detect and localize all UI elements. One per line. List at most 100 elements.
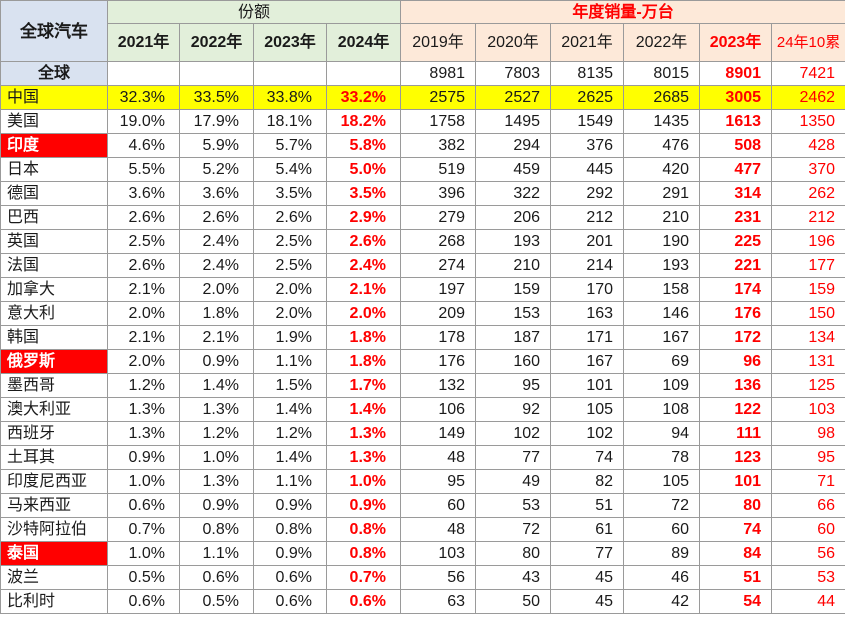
share-cell: 1.1%: [253, 469, 327, 494]
sales-cell: 476: [623, 133, 701, 158]
world-row: 全球 8981 7803 8135 8015 8901 7421: [0, 61, 845, 86]
sales-cell-2023: 314: [699, 181, 773, 206]
share-cell: 5.7%: [253, 133, 327, 158]
share-year-header: 2022年: [179, 23, 254, 62]
sales-cell: 102: [475, 421, 552, 446]
share-year-header: 2023年: [253, 23, 327, 62]
sales-cell: 459: [475, 157, 552, 182]
sales-cell-ytd: 7421: [771, 61, 845, 86]
sales-cell-2023: 51: [699, 565, 773, 590]
country-name: 日本: [0, 157, 108, 182]
table-row: 泰国 1.0% 1.1% 0.9% 0.8% 103 80 77 89 84 56: [0, 541, 845, 566]
sales-cell: 197: [400, 277, 477, 302]
share-cell: 0.6%: [253, 565, 327, 590]
sales-cell-ytd: 103: [771, 397, 845, 422]
table-row: 印度尼西亚 1.0% 1.3% 1.1% 1.0% 95 49 82 105 101 71: [0, 469, 845, 494]
sales-cell: 159: [475, 277, 552, 302]
share-cell: 1.3%: [179, 397, 254, 422]
sales-cell: 51: [550, 493, 625, 518]
share-cell: 19.0%: [107, 109, 180, 134]
sales-cell-ytd: 56: [771, 541, 845, 566]
country-name: 英国: [0, 229, 108, 254]
sales-cell-2023: 231: [699, 205, 773, 230]
sales-cell: 163: [550, 301, 625, 326]
sales-cell-ytd: 159: [771, 277, 845, 302]
sales-cell: 132: [400, 373, 477, 398]
sales-cell: 376: [550, 133, 625, 158]
share-cell: 0.6%: [107, 493, 180, 518]
sales-cell: 72: [623, 493, 701, 518]
table-row: 韩国 2.1% 2.1% 1.9% 1.8% 178 187 171 167 172 134: [0, 325, 845, 350]
share-cell: 2.0%: [179, 277, 254, 302]
sales-cell: 56: [400, 565, 477, 590]
share-cell: 17.9%: [179, 109, 254, 134]
sales-cell: 103: [400, 541, 477, 566]
sales-cell: 89: [623, 541, 701, 566]
share-cell: 1.4%: [253, 445, 327, 470]
sales-cell: 1758: [400, 109, 477, 134]
share-year-header: 2024年: [325, 23, 402, 62]
sales-cell: 178: [400, 325, 477, 350]
sales-cell: 382: [400, 133, 477, 158]
sales-cell-ytd: 53: [771, 565, 845, 590]
table-row: 日本 5.5% 5.2% 5.4% 5.0% 519 459 445 420 477 370: [0, 157, 845, 182]
sales-cell: 43: [475, 565, 552, 590]
sales-year-header: 2022年: [623, 23, 701, 62]
share-cell: 2.1%: [179, 325, 254, 350]
share-cell: 1.0%: [107, 541, 180, 566]
sales-cell: 69: [623, 349, 701, 374]
sales-cell: 171: [550, 325, 625, 350]
sales-cell: 60: [623, 517, 701, 542]
sales-cell-2023: 221: [699, 253, 773, 278]
table-row: 澳大利亚 1.3% 1.3% 1.4% 1.4% 106 92 105 108 122 103: [0, 397, 845, 422]
sales-cell: 2575: [400, 85, 477, 110]
sales-cell: 158: [623, 277, 701, 302]
sales-cell: 50: [475, 589, 552, 614]
share-cell: 0.5%: [179, 589, 254, 614]
sales-cell: 209: [400, 301, 477, 326]
sales-cell: 212: [550, 205, 625, 230]
country-name: 加拿大: [0, 277, 108, 302]
sales-cell-ytd: 1350: [771, 109, 845, 134]
share-cell: 2.6%: [107, 205, 180, 230]
sales-cell: 167: [550, 349, 625, 374]
share-cell-2024: 0.9%: [325, 493, 402, 518]
share-cell-2024: 2.4%: [325, 253, 402, 278]
world-label: 全球: [0, 61, 108, 86]
share-cell-2024: 2.9%: [325, 205, 402, 230]
share-cell-2024: 0.7%: [325, 565, 402, 590]
share-cell: 1.3%: [107, 397, 180, 422]
share-cell: 2.5%: [253, 229, 327, 254]
table-row: 俄罗斯 2.0% 0.9% 1.1% 1.8% 176 160 167 69 96 131: [0, 349, 845, 374]
sales-cell: 109: [623, 373, 701, 398]
sales-cell: 48: [400, 445, 477, 470]
sales-cell-ytd: 262: [771, 181, 845, 206]
country-name: 沙特阿拉伯: [0, 517, 108, 542]
share-cell: 3.6%: [179, 181, 254, 206]
sales-cell-ytd: 95: [771, 445, 845, 470]
share-cell: 1.9%: [253, 325, 327, 350]
share-cell: 1.4%: [253, 397, 327, 422]
share-cell-2024: 1.7%: [325, 373, 402, 398]
share-cell: 1.2%: [107, 373, 180, 398]
sales-cell: 82: [550, 469, 625, 494]
sales-cell: 176: [400, 349, 477, 374]
sales-year-header: 2019年: [400, 23, 477, 62]
sales-cell: 1435: [623, 109, 701, 134]
share-cell: 2.0%: [107, 349, 180, 374]
sales-cell-2023: 3005: [699, 85, 773, 110]
share-cell-empty: [325, 61, 402, 86]
share-cell: 2.0%: [253, 301, 327, 326]
sales-cell: 106: [400, 397, 477, 422]
sales-cell-2023: 96: [699, 349, 773, 374]
country-name: 美国: [0, 109, 108, 134]
country-name: 德国: [0, 181, 108, 206]
sales-group-header: 年度销量-万台: [400, 0, 845, 25]
sales-cell: 105: [550, 397, 625, 422]
sales-cell: 146: [623, 301, 701, 326]
share-cell: 2.1%: [107, 325, 180, 350]
country-name: 印度: [0, 133, 108, 158]
sales-cell: 1495: [475, 109, 552, 134]
share-cell-2024: 2.0%: [325, 301, 402, 326]
